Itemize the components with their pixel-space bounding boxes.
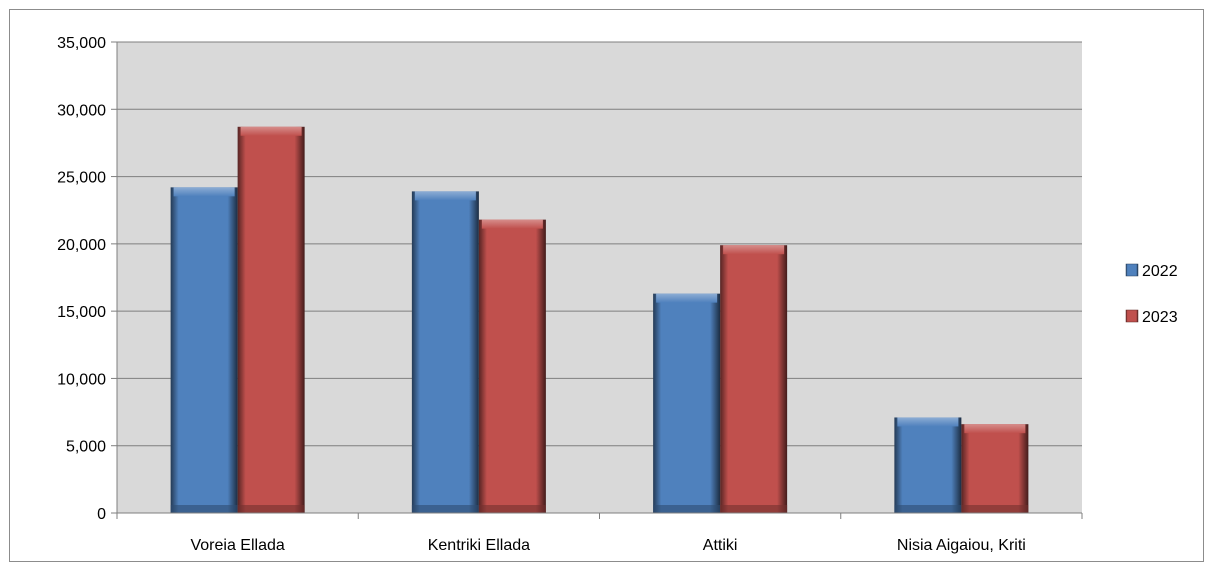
bar-bottom-bevel xyxy=(478,505,546,513)
bar-top-bevel xyxy=(964,424,1026,434)
y-tick-label: 25,000 xyxy=(57,170,106,187)
bar-2022-2 xyxy=(653,293,721,513)
x-tick-label: Voreia Ellada xyxy=(190,537,284,554)
bar-2022-0 xyxy=(170,187,238,513)
bar-bottom-bevel xyxy=(237,505,305,513)
y-tick-label: 10,000 xyxy=(57,371,106,388)
y-tick-label: 15,000 xyxy=(57,304,106,321)
x-tick-label: Nisia Aigaiou, Kriti xyxy=(897,537,1026,554)
legend: 2022 2023 xyxy=(1125,263,1178,326)
x-axis-tick-labels: Voreia Ellada Kentriki Ellada Attiki Nisia … xyxy=(190,537,1025,554)
bar-2022-3 xyxy=(894,417,962,513)
y-axis-tick-labels: 0 5,000 10,000 15,000 20,000 25,000 30,000 35,0… xyxy=(57,35,106,523)
bar-body xyxy=(170,187,238,513)
y-tick-label: 20,000 xyxy=(57,237,106,254)
legend-swatch xyxy=(1125,309,1139,323)
bar-top-bevel xyxy=(481,219,543,229)
bar-2022-1 xyxy=(411,191,479,514)
bar-top-bevel xyxy=(240,126,302,136)
legend-item-2023: 2023 xyxy=(1125,309,1178,326)
x-tick-label: Kentriki Ellada xyxy=(428,537,530,554)
bar-top-bevel xyxy=(723,245,785,255)
bar-bottom-bevel xyxy=(894,505,962,513)
bar-bottom-bevel xyxy=(170,505,238,513)
bar-top-bevel xyxy=(173,187,235,197)
bar-bottom-bevel xyxy=(653,505,721,513)
bar-body xyxy=(237,126,305,513)
bar-bottom-bevel xyxy=(720,505,788,513)
y-tick-label: 5,000 xyxy=(66,439,106,456)
legend-item-2022: 2022 xyxy=(1125,263,1178,280)
bar-body xyxy=(411,191,479,514)
legend-swatch xyxy=(1125,263,1139,277)
bar-bottom-bevel xyxy=(961,505,1029,513)
bar-2023-0 xyxy=(237,126,305,513)
bar-2023-2 xyxy=(720,245,788,513)
bar-bottom-bevel xyxy=(411,505,479,513)
axes xyxy=(116,42,1083,519)
y-tick-label: 30,000 xyxy=(57,102,106,119)
bar-top-bevel xyxy=(897,417,959,427)
bar-body xyxy=(894,417,962,513)
y-tick-label: 35,000 xyxy=(57,35,106,52)
bar-2023-3 xyxy=(961,424,1029,513)
bar-top-bevel xyxy=(656,293,718,303)
legend-label: 2023 xyxy=(1142,309,1178,326)
bar-body xyxy=(961,424,1029,513)
x-tick-label: Attiki xyxy=(703,537,738,554)
legend-label: 2022 xyxy=(1142,263,1178,280)
bar-2023-1 xyxy=(478,219,546,514)
bar-top-bevel xyxy=(414,191,476,201)
y-tick-label: 0 xyxy=(97,506,106,523)
bar-body xyxy=(720,245,788,513)
bars xyxy=(170,126,1029,514)
bar-body xyxy=(653,293,721,513)
bar-body xyxy=(478,219,546,514)
